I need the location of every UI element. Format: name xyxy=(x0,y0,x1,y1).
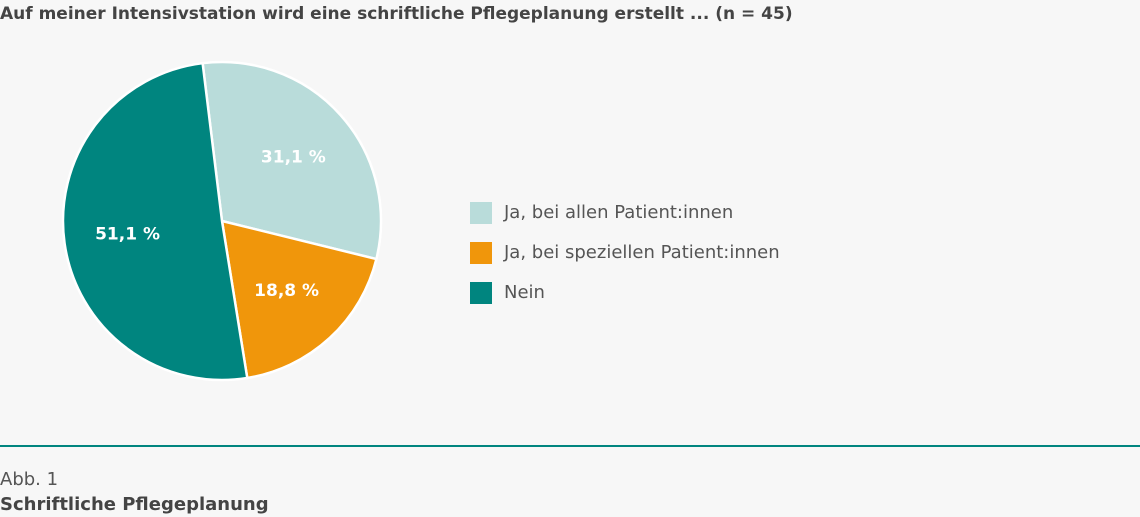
legend-swatch xyxy=(470,242,492,264)
pie-slice xyxy=(201,60,383,261)
figure-label: Abb. 1 xyxy=(0,469,58,490)
caption: Schriftliche Pflegeplanung xyxy=(0,494,269,515)
chart-title: Auf meiner Intensivstation wird eine sch… xyxy=(0,4,793,24)
legend-label: Ja, bei allen Patient:innen xyxy=(503,202,733,223)
slice-label: 18,8 % xyxy=(254,281,319,301)
legend-label: Ja, bei speziellen Patient:innen xyxy=(503,242,780,263)
pie-slice xyxy=(220,219,378,380)
legend-swatch xyxy=(470,282,492,304)
slice-label: 31,1 % xyxy=(261,148,326,168)
pie-slice xyxy=(61,61,249,382)
legend-swatch xyxy=(470,202,492,224)
legend-label: Nein xyxy=(504,282,545,303)
slice-label: 51,1 % xyxy=(95,224,160,244)
